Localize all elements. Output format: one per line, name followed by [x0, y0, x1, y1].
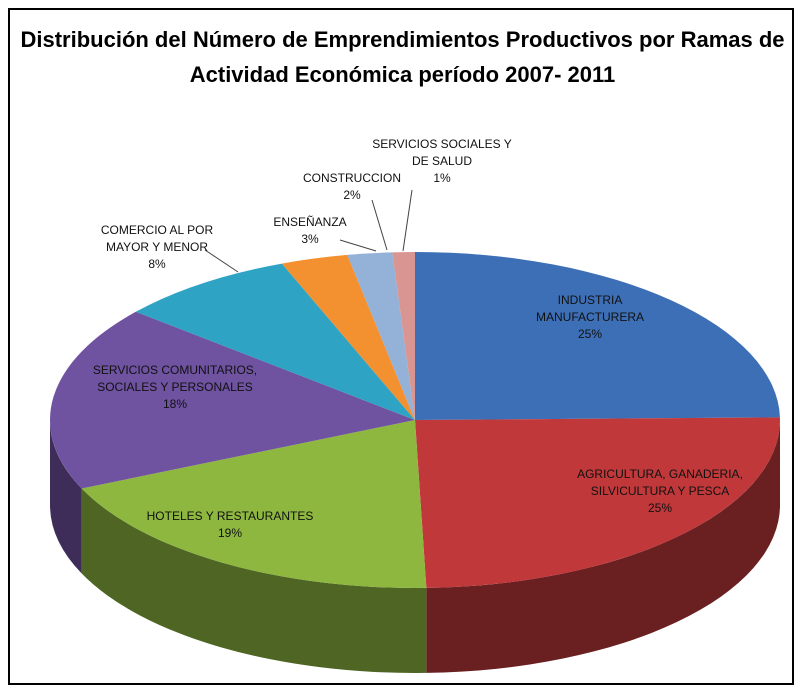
value-label: 18% — [162, 397, 188, 411]
value-label: 25% — [577, 327, 603, 341]
slice-label: AGRICULTURA, GANADERIA, SILVICULTURA Y P… — [560, 466, 760, 517]
slice-label: HOTELES Y RESTAURANTES 19% — [115, 508, 345, 542]
category-label: SERVICIOS COMUNITARIOS, SOCIALES Y PERSO… — [92, 363, 258, 394]
leader-line — [339, 239, 377, 252]
chart-title: Distribución del Número de Emprendimient… — [20, 27, 785, 87]
slices — [50, 252, 780, 673]
slice — [415, 417, 780, 588]
leader-line — [204, 249, 239, 273]
value-label: 1% — [433, 171, 451, 185]
slice-label: INDUSTRIA MANUFACTURERA 25% — [520, 292, 660, 343]
slice-label: SERVICIOS COMUNITARIOS, SOCIALES Y PERSO… — [90, 362, 260, 413]
value-label: 8% — [148, 257, 166, 271]
slice-label: ENSEÑANZA 3% — [265, 214, 355, 248]
category-label: SERVICIOS SOCIALES Y DE SALUD — [372, 137, 512, 168]
slice-label: COMERCIO AL POR MAYOR Y MENOR 8% — [82, 222, 232, 273]
slice-label: SERVICIOS SOCIALES Y DE SALUD 1% — [367, 136, 517, 187]
slice — [281, 254, 415, 420]
frame — [8, 8, 794, 685]
slice-side — [50, 420, 82, 574]
category-label: CONSTRUCCION — [303, 171, 401, 185]
leader-line — [371, 199, 388, 251]
value-label: 2% — [343, 188, 361, 202]
value-label: 19% — [217, 526, 243, 540]
slice — [135, 263, 415, 420]
leader-line — [402, 189, 413, 252]
slice — [415, 252, 780, 420]
slice-side — [81, 488, 427, 673]
value-label: 3% — [301, 232, 319, 246]
category-label: AGRICULTURA, GANADERIA, SILVICULTURA Y P… — [577, 467, 743, 498]
category-label: ENSEÑANZA — [273, 215, 347, 229]
slice — [392, 252, 415, 420]
value-label: 25% — [647, 501, 673, 515]
category-label: HOTELES Y RESTAURANTES — [146, 509, 314, 523]
leader-lines — [204, 189, 413, 273]
slice-label: CONSTRUCCION 2% — [297, 170, 407, 204]
slice — [81, 420, 427, 588]
slice — [50, 311, 415, 489]
category-label: COMERCIO AL POR MAYOR Y MENOR — [100, 223, 214, 254]
slice-side — [426, 420, 780, 673]
slice — [347, 252, 415, 420]
category-label: INDUSTRIA MANUFACTURERA — [535, 293, 644, 324]
